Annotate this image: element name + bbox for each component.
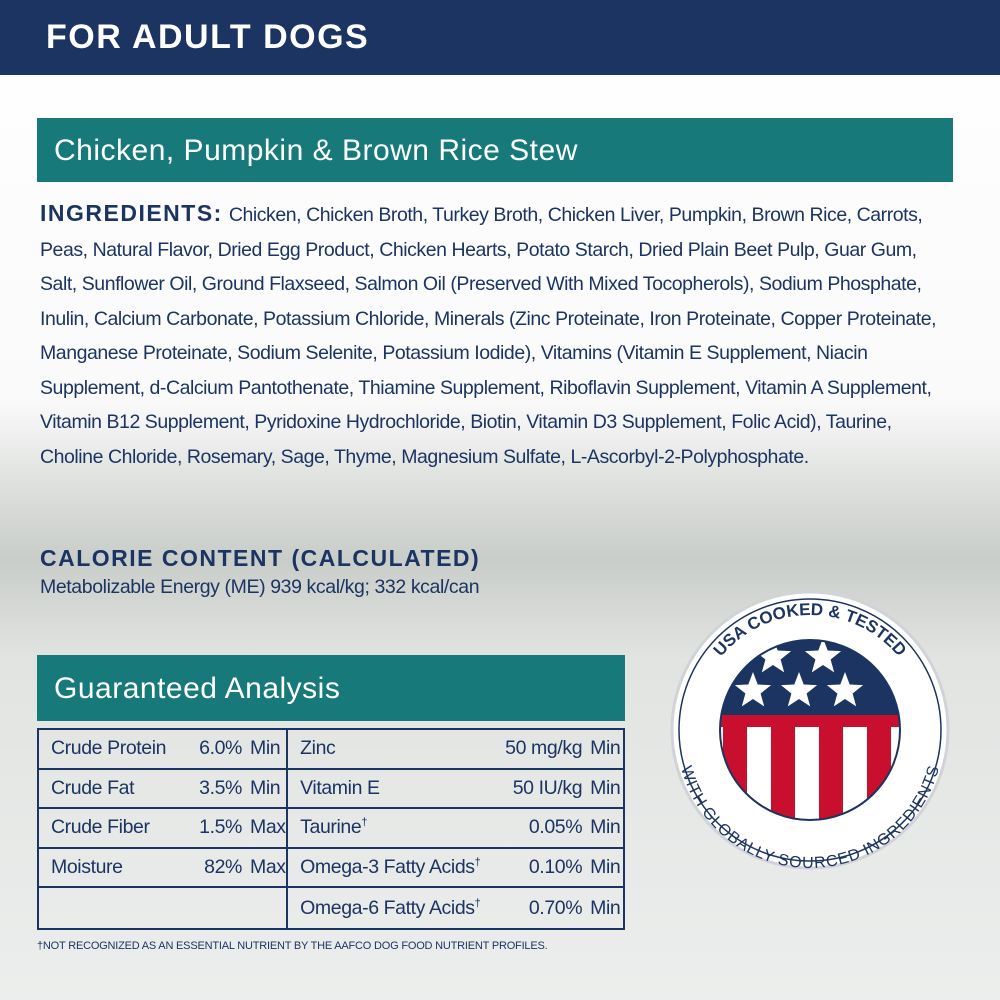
- footnote: †NOT RECOGNIZED AS AN ESSENTIAL NUTRIENT…: [37, 940, 548, 952]
- analysis-row: Taurine† 0.05% Min: [288, 809, 623, 849]
- analysis-title: Guaranteed Analysis: [37, 655, 625, 721]
- nutrient-label: Crude Protein: [51, 737, 167, 760]
- nutrient-label: Vitamin E: [300, 776, 380, 799]
- right-column: Zinc 50 mg/kg Min Vitamin E 50 IU/kg Min Tauri…: [288, 730, 623, 928]
- star: [826, 672, 864, 707]
- nutrient-value: 0.10%: [528, 856, 583, 879]
- nutrient-name: Crude Protein: [39, 737, 186, 760]
- nutrient-unit: Min: [590, 816, 621, 839]
- nutrient-note: †: [361, 816, 368, 829]
- ingredients-label: INGREDIENTS:: [40, 200, 223, 226]
- nutrient-unit: Min: [590, 856, 621, 879]
- analysis-row: Crude Fiber 1.5% Max: [39, 809, 287, 849]
- analysis-row: Crude Fat 3.5% Min: [39, 770, 287, 810]
- star: [734, 672, 772, 707]
- nutrient-label: Moisture: [51, 856, 123, 879]
- nutrient-label: Taurine: [300, 816, 362, 839]
- nutrient-label: Crude Fat: [51, 776, 135, 799]
- nutrient-value: 0.05%: [528, 816, 583, 839]
- product-title: Chicken, Pumpkin & Brown Rice Stew: [37, 118, 953, 182]
- header-title: FOR ADULT DOGS: [0, 0, 1000, 75]
- nutrient-note: †: [474, 897, 481, 910]
- nutrient-value: 1.5%: [199, 816, 242, 839]
- nutrient-unit: Max: [250, 856, 286, 879]
- nutrient-value: 82%: [204, 856, 242, 879]
- nutrient-name: Taurine†: [288, 816, 500, 839]
- nutrient-name: Omega-3 Fatty Acids†: [288, 856, 500, 879]
- nutrient-value: 3.5%: [199, 776, 242, 799]
- calorie: CALORIE CONTENT (CALCULATED) Metabolizabl…: [40, 545, 480, 599]
- nutrient-label: Omega-3 Fatty Acids: [300, 856, 475, 879]
- analysis-row: Moisture 82% Max: [39, 849, 287, 889]
- ingredients-text: Chicken, Chicken Broth, Turkey Broth, Ch…: [40, 204, 937, 468]
- nutrient-name: Zinc: [288, 737, 500, 760]
- nutrient-label: Crude Fiber: [51, 816, 150, 839]
- nutrient-name: Moisture: [39, 856, 186, 879]
- analysis-row: Zinc 50 mg/kg Min: [288, 730, 623, 770]
- nutrient-name: Omega-6 Fatty Acids†: [288, 897, 500, 920]
- nutrient-unit: Min: [590, 776, 621, 799]
- analysis-row: Vitamin E 50 IU/kg Min: [288, 770, 623, 810]
- left-column: Crude Protein 6.0% Min Crude Fat 3.5% Min Crud…: [39, 730, 289, 928]
- nutrient-unit: Min: [590, 896, 621, 919]
- nutrient-name: Vitamin E: [288, 777, 500, 800]
- analysis-row: Omega-6 Fatty Acids† 0.70% Min: [288, 888, 623, 928]
- calorie-text: Metabolizable Energy (ME) 939 kcal/kg; 3…: [40, 576, 480, 598]
- star: [780, 672, 818, 707]
- nutrient-value: 6.0%: [199, 737, 242, 760]
- ingredients: INGREDIENTS: Chicken, Chicken Broth, Turk…: [40, 196, 955, 474]
- analysis-row: [39, 888, 286, 928]
- star: [804, 640, 842, 673]
- nutrient-note: †: [474, 856, 481, 869]
- calorie-heading: CALORIE CONTENT (CALCULATED): [40, 545, 481, 571]
- analysis-row: Omega-3 Fatty Acids† 0.10% Min: [288, 849, 623, 889]
- nutrient-label: Zinc: [300, 737, 336, 760]
- nutrient-value: 0.70%: [528, 896, 583, 919]
- badge: USA COOKED & TESTED WITH GLOBALLY SOURCE…: [670, 590, 950, 872]
- nutrient-unit: Min: [250, 737, 281, 760]
- nutrient-value: 50 mg/kg: [505, 737, 583, 760]
- nutrient-unit: Max: [250, 816, 286, 839]
- nutrient-unit: Min: [250, 776, 281, 799]
- star: [754, 640, 792, 673]
- nutrient-unit: Min: [590, 737, 621, 760]
- analysis-table: Crude Protein 6.0% Min Crude Fat 3.5% Min Crud…: [37, 728, 625, 930]
- nutrient-name: Crude Fiber: [39, 816, 186, 839]
- nutrient-name: Crude Fat: [39, 777, 186, 800]
- nutrient-label: Omega-6 Fatty Acids: [300, 896, 475, 919]
- analysis-row: Crude Protein 6.0% Min: [39, 730, 287, 770]
- nutrient-value: 50 IU/kg: [512, 776, 583, 799]
